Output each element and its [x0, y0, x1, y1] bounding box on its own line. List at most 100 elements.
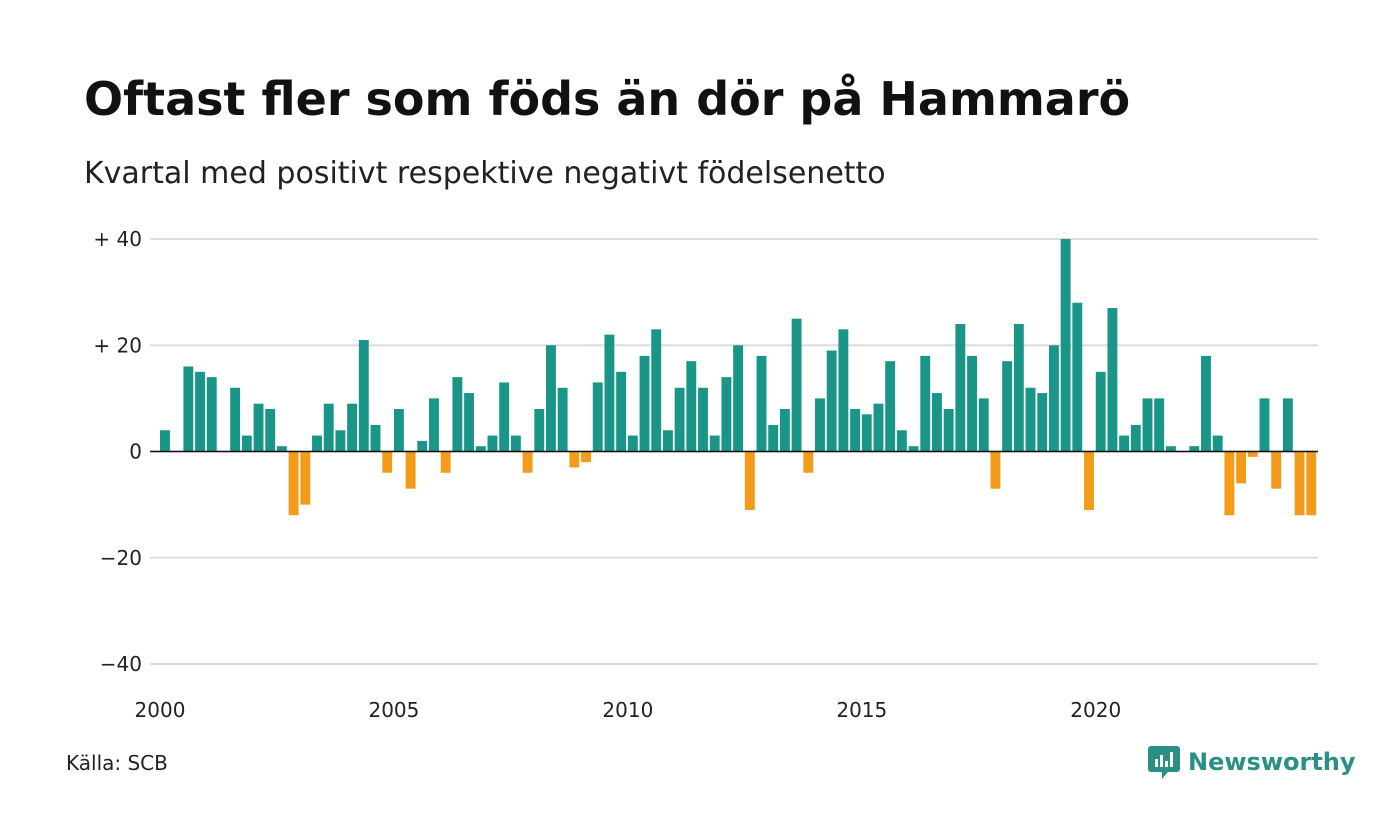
bar: [510, 435, 521, 452]
bar: [908, 446, 919, 452]
bar: [1212, 435, 1223, 452]
bar: [744, 451, 755, 510]
bar: [241, 435, 252, 452]
x-tick-label: 2005: [368, 698, 419, 722]
bar: [323, 403, 334, 452]
source-label: Källa: SCB: [66, 751, 168, 775]
bar: [195, 371, 205, 452]
bar: [1084, 451, 1094, 510]
bar: [686, 361, 697, 452]
bar: [920, 355, 931, 452]
bar: [522, 451, 533, 473]
bar: [1247, 451, 1258, 457]
bar: [1282, 398, 1293, 452]
bar: [253, 403, 264, 452]
bar: [932, 393, 942, 452]
bar: [627, 435, 638, 452]
bar: [1013, 324, 1024, 452]
x-tick-label: 2010: [602, 698, 653, 722]
bar: [1119, 435, 1130, 452]
bar: [674, 387, 685, 452]
bar: [826, 350, 837, 452]
bar: [265, 409, 276, 452]
bar: [943, 409, 954, 452]
bar: [335, 430, 346, 452]
bar: [312, 435, 322, 452]
bar: [1294, 451, 1305, 516]
y-axis-ticks: + 40 + 20 0 −20 −40: [93, 227, 142, 676]
bar: [592, 382, 603, 452]
bar: [1037, 393, 1048, 452]
bar: [1154, 398, 1165, 452]
bar: [873, 403, 884, 452]
chart-title: Oftast fler som föds än dör på Hammarö: [84, 72, 1131, 126]
bar: [487, 435, 498, 452]
bar: [230, 387, 241, 452]
bar: [405, 451, 416, 489]
bar: [1002, 361, 1013, 452]
bar: [1259, 398, 1270, 452]
bar: [616, 371, 627, 452]
bar: [1048, 345, 1059, 452]
y-tick-label: 0: [129, 440, 142, 464]
bar: [850, 409, 861, 452]
bar: [557, 387, 568, 452]
bar: [803, 451, 814, 473]
bar: [1107, 308, 1118, 452]
y-tick-label: −40: [100, 652, 142, 676]
bar: [967, 355, 977, 452]
bar: [698, 387, 708, 452]
bar: [896, 430, 907, 452]
bar: [370, 424, 381, 452]
bar: [1095, 371, 1106, 452]
newsworthy-logo-icon: [1148, 746, 1180, 779]
bar: [534, 409, 545, 452]
bar: [955, 324, 966, 452]
bar: [1306, 451, 1317, 516]
bar: [861, 414, 872, 452]
bar: [815, 398, 825, 452]
bar: [1142, 398, 1153, 452]
bar: [978, 398, 989, 452]
bar: [1072, 302, 1083, 452]
bar: [1130, 424, 1141, 452]
bar: [1224, 451, 1235, 516]
bar: [885, 361, 896, 452]
bar: [569, 451, 580, 468]
bar: [440, 451, 451, 473]
bar: [662, 430, 673, 452]
bar: [709, 435, 720, 452]
bar: [382, 451, 393, 473]
bar: [206, 377, 217, 452]
bar: [1025, 387, 1036, 452]
y-tick-label: −20: [100, 546, 142, 570]
bar: [721, 377, 732, 452]
bar: [183, 366, 194, 452]
bar: [417, 440, 428, 452]
bar: [1060, 239, 1071, 452]
bar: [288, 451, 299, 516]
bar: [651, 329, 662, 452]
bar: [546, 345, 556, 452]
bar-chart: + 40 + 20 0 −20 −40 2000 2005 2010 2015 2020: [93, 227, 1318, 722]
bar: [464, 393, 475, 452]
bar: [1201, 355, 1211, 452]
brand-logo: Newsworthy: [1148, 744, 1356, 780]
bar: [733, 345, 744, 452]
bar: [429, 398, 439, 452]
bar: [1271, 451, 1282, 489]
bar: [779, 409, 790, 452]
x-tick-label: 2000: [135, 698, 186, 722]
x-tick-label: 2020: [1070, 698, 1121, 722]
bar: [604, 334, 615, 452]
bar: [347, 403, 358, 452]
bar: [452, 377, 463, 452]
bar: [639, 355, 650, 452]
bar: [499, 382, 510, 452]
y-tick-label: + 40: [93, 227, 142, 251]
bar: [1189, 446, 1200, 452]
bar: [581, 451, 591, 463]
x-tick-label: 2015: [836, 698, 887, 722]
bar: [393, 409, 404, 452]
bar: [300, 451, 311, 505]
